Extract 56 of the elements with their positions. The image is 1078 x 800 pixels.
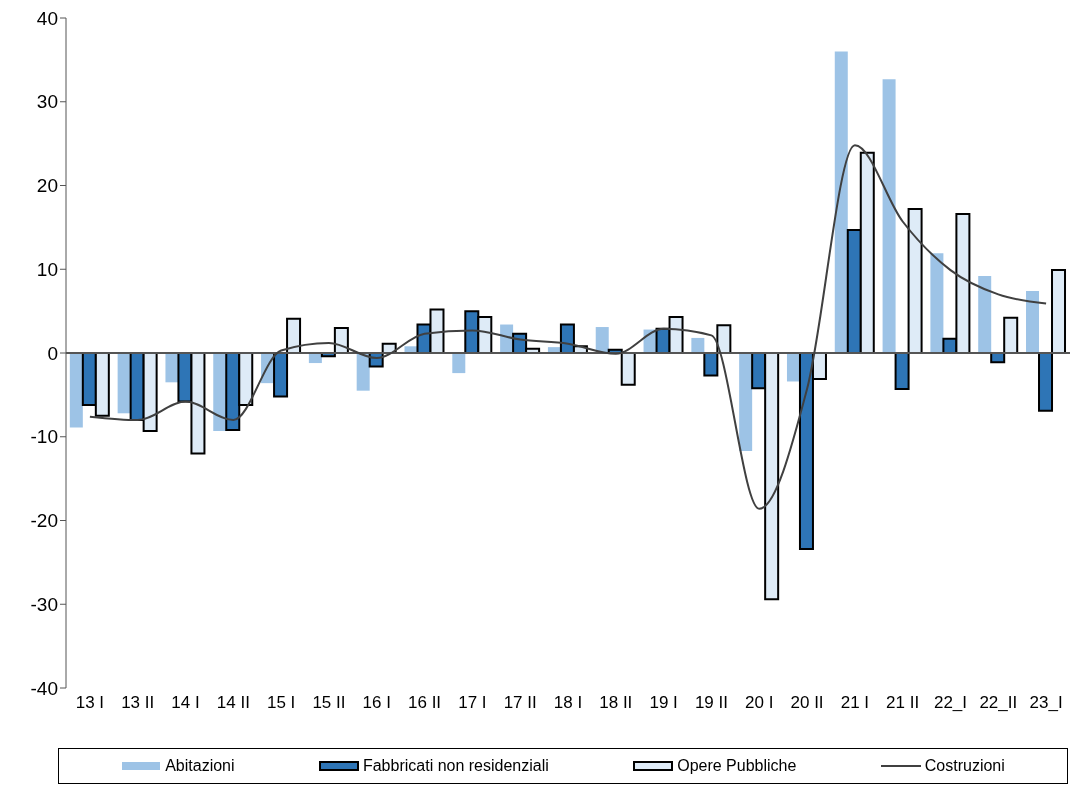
bar xyxy=(739,353,753,451)
line-series xyxy=(88,144,1048,510)
y-tick-label: 40 xyxy=(36,7,58,29)
bar xyxy=(620,352,636,386)
x-tick-label: 16 II xyxy=(408,693,442,713)
legend-label: Opere Pubbliche xyxy=(677,757,797,775)
x-tick-label: 13 I xyxy=(75,693,105,713)
x-tick-label: 19 I xyxy=(649,693,678,713)
bar xyxy=(356,353,370,391)
bar xyxy=(1026,291,1040,353)
bar xyxy=(930,253,944,353)
x-tick-label: 18 II xyxy=(599,693,633,713)
bar xyxy=(978,275,992,353)
x-tick-label: 22_II xyxy=(979,693,1018,713)
bar xyxy=(894,352,910,391)
bar xyxy=(273,352,289,398)
y-tick-label: 10 xyxy=(36,258,58,280)
bar xyxy=(703,352,719,377)
x-tick-label: 14 II xyxy=(216,693,250,713)
bar xyxy=(117,353,131,414)
bar xyxy=(1038,352,1054,412)
bar xyxy=(452,353,466,374)
bar xyxy=(882,79,896,353)
y-tick-label: 30 xyxy=(36,91,58,113)
x-tick-label: 14 I xyxy=(171,693,200,713)
bar xyxy=(1051,269,1067,354)
x-tick-label: 15 II xyxy=(312,693,346,713)
y-tick-label: -40 xyxy=(30,677,58,699)
x-tick-label: 15 I xyxy=(266,693,296,713)
y-tick-label: -10 xyxy=(30,426,58,448)
x-tick-label: 16 I xyxy=(362,693,391,713)
x-tick-label: 13 II xyxy=(121,693,155,713)
legend-label: Fabbricati non residenziali xyxy=(362,757,549,775)
x-tick-label: 20 II xyxy=(790,693,824,713)
x-tick-label: 20 I xyxy=(745,693,774,713)
bar xyxy=(69,353,83,428)
bar xyxy=(834,51,848,353)
legend-label: Costruzioni xyxy=(924,757,1005,775)
bar xyxy=(907,207,923,354)
x-tick-label: 21 I xyxy=(840,693,870,713)
bar xyxy=(1003,316,1019,354)
bar xyxy=(716,324,732,354)
x-tick-label: 22_I xyxy=(933,693,968,713)
x-tick-label: 17 II xyxy=(503,693,537,713)
x-tick-label: 17 I xyxy=(458,693,487,713)
bar xyxy=(691,337,705,353)
legend-label: Abitazioni xyxy=(165,757,235,775)
y-tick-label: -20 xyxy=(30,510,58,532)
x-tick-label: 21 II xyxy=(886,693,920,713)
y-tick-label: 0 xyxy=(47,342,58,364)
x-tick-label: 18 I xyxy=(553,693,583,713)
x-tick-label: 23_I xyxy=(1029,693,1063,713)
bar xyxy=(595,327,609,353)
y-tick-label: -30 xyxy=(30,593,58,615)
x-tick-label: 19 II xyxy=(694,693,728,713)
y-tick-label: 20 xyxy=(36,175,58,197)
